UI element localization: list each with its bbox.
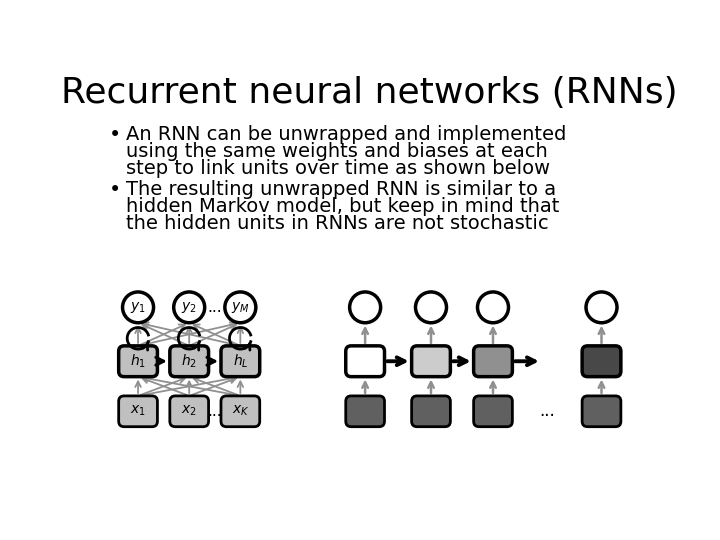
FancyBboxPatch shape bbox=[474, 396, 513, 427]
Text: $x_2$: $x_2$ bbox=[181, 404, 197, 418]
Text: •: • bbox=[109, 125, 122, 145]
FancyBboxPatch shape bbox=[221, 396, 260, 427]
Text: ...: ... bbox=[207, 404, 222, 419]
FancyBboxPatch shape bbox=[346, 396, 384, 427]
FancyBboxPatch shape bbox=[346, 346, 384, 377]
Circle shape bbox=[350, 292, 381, 323]
Text: •: • bbox=[109, 180, 122, 200]
Text: the hidden units in RNNs are not stochastic: the hidden units in RNNs are not stochas… bbox=[126, 214, 548, 233]
Text: $h_2$: $h_2$ bbox=[181, 353, 197, 370]
Text: $y_1$: $y_1$ bbox=[130, 300, 146, 315]
Text: An RNN can be unwrapped and implemented: An RNN can be unwrapped and implemented bbox=[126, 125, 566, 144]
Circle shape bbox=[225, 292, 256, 323]
FancyBboxPatch shape bbox=[119, 396, 158, 427]
Circle shape bbox=[477, 292, 508, 323]
Text: ...: ... bbox=[207, 300, 222, 315]
Text: $h_L$: $h_L$ bbox=[233, 353, 248, 370]
Text: $h_1$: $h_1$ bbox=[130, 353, 146, 370]
FancyBboxPatch shape bbox=[119, 346, 158, 377]
FancyBboxPatch shape bbox=[582, 396, 621, 427]
Circle shape bbox=[586, 292, 617, 323]
FancyBboxPatch shape bbox=[170, 346, 209, 377]
Circle shape bbox=[174, 292, 204, 323]
FancyBboxPatch shape bbox=[582, 346, 621, 377]
Text: $x_K$: $x_K$ bbox=[232, 404, 249, 418]
FancyBboxPatch shape bbox=[412, 396, 451, 427]
Circle shape bbox=[415, 292, 446, 323]
FancyBboxPatch shape bbox=[221, 346, 260, 377]
Text: $y_2$: $y_2$ bbox=[181, 300, 197, 315]
Text: The resulting unwrapped RNN is similar to a: The resulting unwrapped RNN is similar t… bbox=[126, 180, 556, 199]
Circle shape bbox=[122, 292, 153, 323]
FancyBboxPatch shape bbox=[474, 346, 513, 377]
FancyBboxPatch shape bbox=[412, 346, 451, 377]
Text: $x_1$: $x_1$ bbox=[130, 404, 146, 418]
Text: step to link units over time as shown below: step to link units over time as shown be… bbox=[126, 159, 550, 178]
Text: $y_M$: $y_M$ bbox=[231, 300, 250, 315]
Text: using the same weights and biases at each: using the same weights and biases at eac… bbox=[126, 142, 547, 161]
Text: Recurrent neural networks (RNNs): Recurrent neural networks (RNNs) bbox=[60, 76, 678, 110]
Text: hidden Markov model, but keep in mind that: hidden Markov model, but keep in mind th… bbox=[126, 197, 559, 216]
Text: ...: ... bbox=[539, 402, 555, 420]
FancyBboxPatch shape bbox=[170, 396, 209, 427]
